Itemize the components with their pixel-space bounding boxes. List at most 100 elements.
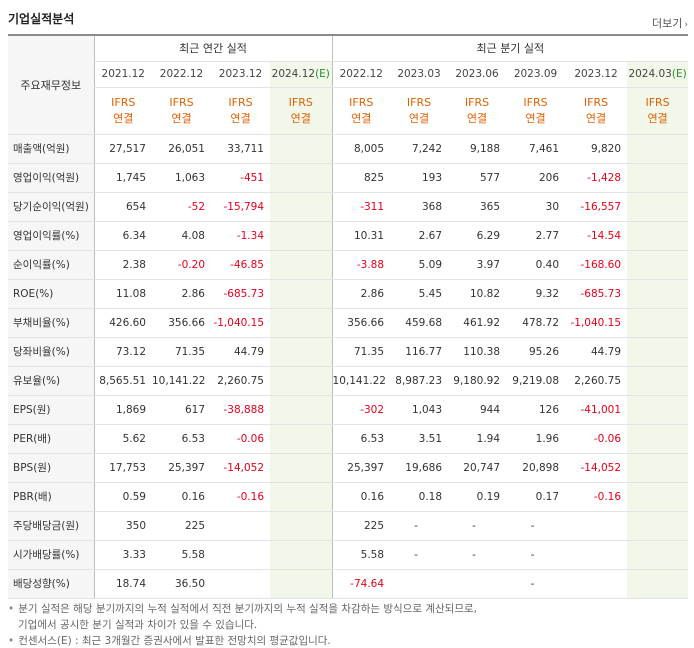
value-cell: -14.54 bbox=[565, 220, 628, 251]
basis-header: IFRS 연결 bbox=[93, 87, 152, 135]
table-row: PBR(배) 0.59 0.16 -0.16 0.16 0.18 0.19 0.17 -0.16 bbox=[8, 482, 689, 512]
value-cell: 6.29 bbox=[448, 220, 507, 251]
value-cell: 478.72 bbox=[506, 307, 566, 338]
value-cell: 44.79 bbox=[565, 337, 628, 367]
value-cell bbox=[270, 163, 333, 193]
value-cell: -685.73 bbox=[211, 279, 270, 309]
table-row: ROE(%) 11.08 2.86 -685.73 2.86 5.45 10.82 9.32-… bbox=[8, 279, 689, 309]
more-link[interactable]: 더보기 › bbox=[652, 15, 688, 31]
annual-group-header: 최근 연간 실적 bbox=[93, 34, 333, 62]
table-row: EPS(원) 1,869 617 -38,888 -302 1,043 944 126 -41,… bbox=[8, 394, 689, 425]
value-cell: 26,051 bbox=[152, 133, 211, 164]
value-cell bbox=[627, 453, 689, 483]
value-cell: -0.06 bbox=[211, 424, 270, 454]
value-cell bbox=[270, 133, 333, 164]
value-cell bbox=[627, 366, 689, 396]
value-cell: 9,188 bbox=[448, 133, 507, 164]
value-cell: 5.62 bbox=[93, 424, 152, 454]
value-cell: 5.58 bbox=[331, 540, 391, 570]
basis-top: IFRS bbox=[645, 95, 670, 109]
period-header: 2023.06 bbox=[448, 61, 507, 88]
value-cell: -52 bbox=[152, 192, 211, 222]
note-line-3: • 컨센서스(E) : 최근 3개월간 증권사에서 발표한 전망치의 평균값입니다… bbox=[8, 635, 331, 647]
basis-top: IFRS bbox=[169, 95, 194, 109]
table-row: 영업이익(억원) 1,745 1,063 -451 825 193 577 206 -1,428 bbox=[8, 163, 689, 193]
value-cell: -685.73 bbox=[565, 279, 628, 309]
row-label: PBR(배) bbox=[8, 482, 94, 512]
row-label: PER(배) bbox=[8, 424, 94, 454]
basis-bottom: 연결 bbox=[647, 111, 668, 125]
value-cell: - bbox=[390, 510, 449, 541]
value-cell bbox=[270, 453, 333, 483]
value-cell: 0.17 bbox=[506, 482, 566, 512]
value-cell: 654 bbox=[93, 192, 152, 222]
value-cell: -1.34 bbox=[211, 220, 270, 251]
value-cell: 71.35 bbox=[331, 337, 391, 367]
value-cell: 95.26 bbox=[506, 337, 566, 367]
value-cell: 10,141.22 bbox=[152, 366, 211, 396]
value-cell: 368 bbox=[390, 192, 449, 222]
value-cell: 3.51 bbox=[390, 424, 449, 454]
basis-header: IFRS 연결 bbox=[331, 87, 391, 135]
value-cell: 10.31 bbox=[331, 220, 391, 251]
value-cell: 825 bbox=[331, 163, 391, 193]
value-cell: 30 bbox=[506, 192, 566, 222]
value-cell bbox=[270, 366, 333, 396]
value-cell: -0.16 bbox=[565, 482, 628, 512]
value-cell: -0.16 bbox=[211, 482, 270, 512]
value-cell: 0.16 bbox=[331, 482, 391, 512]
value-cell: 7,461 bbox=[506, 133, 566, 164]
value-cell bbox=[565, 540, 628, 570]
value-cell: 1,869 bbox=[93, 394, 152, 425]
period-header: 2024.12(E) bbox=[270, 61, 333, 88]
row-label: 배당성향(%) bbox=[8, 569, 94, 599]
value-cell: 6.53 bbox=[331, 424, 391, 454]
value-cell: -41,001 bbox=[565, 394, 628, 425]
value-cell bbox=[627, 163, 689, 193]
page-title: 기업실적분석 bbox=[8, 12, 75, 26]
value-cell bbox=[270, 250, 333, 280]
note-line-1: • 분기 실적은 해당 분기까지의 누적 실적에서 직전 분기까지의 누적 실적을… bbox=[8, 603, 477, 615]
period-header: 2024.03(E) bbox=[627, 61, 689, 88]
basis-top: IFRS bbox=[349, 95, 374, 109]
value-cell: 1,063 bbox=[152, 163, 211, 193]
value-cell: 459.68 bbox=[390, 307, 449, 338]
value-cell bbox=[627, 279, 689, 309]
value-cell: 20,898 bbox=[506, 453, 566, 483]
value-cell: 17,753 bbox=[93, 453, 152, 483]
value-cell: 8,987.23 bbox=[390, 366, 449, 396]
table-row: 순이익률(%) 2.38 -0.20 -46.85 -3.88 5.09 3.97 0.40-… bbox=[8, 250, 689, 280]
value-cell: 0.19 bbox=[448, 482, 507, 512]
value-cell: 2.77 bbox=[506, 220, 566, 251]
value-cell: -3.88 bbox=[331, 250, 391, 280]
value-cell: 2.86 bbox=[152, 279, 211, 309]
value-cell bbox=[270, 337, 333, 367]
value-cell: -14,052 bbox=[565, 453, 628, 483]
value-cell: 25,397 bbox=[152, 453, 211, 483]
value-cell bbox=[565, 510, 628, 541]
chevron-right-icon: › bbox=[684, 20, 688, 30]
value-cell: 1,043 bbox=[390, 394, 449, 425]
value-cell: 0.16 bbox=[152, 482, 211, 512]
value-cell: 350 bbox=[93, 510, 152, 541]
value-cell: 6.53 bbox=[152, 424, 211, 454]
value-cell: 27,517 bbox=[93, 133, 152, 164]
period-header: 2023.03 bbox=[390, 61, 449, 88]
value-cell: 365 bbox=[448, 192, 507, 222]
period-header: 2022.12 bbox=[152, 61, 211, 88]
value-cell: 36.50 bbox=[152, 569, 211, 599]
basis-bottom: 연결 bbox=[230, 111, 251, 125]
value-cell bbox=[627, 133, 689, 164]
value-cell: 2.86 bbox=[331, 279, 391, 309]
value-cell bbox=[270, 569, 333, 599]
value-cell: -1,040.15 bbox=[211, 307, 270, 338]
value-cell bbox=[627, 192, 689, 222]
value-cell bbox=[270, 307, 333, 338]
basis-header: IFRS 연결 bbox=[506, 87, 566, 135]
value-cell: -15,794 bbox=[211, 192, 270, 222]
value-cell: 8,565.51 bbox=[93, 366, 152, 396]
value-cell: 19,686 bbox=[390, 453, 449, 483]
value-cell bbox=[627, 220, 689, 251]
value-cell: - bbox=[448, 540, 507, 570]
table-row: BPS(원) 17,753 25,397 -14,052 25,397 19,686 20,… bbox=[8, 453, 689, 483]
